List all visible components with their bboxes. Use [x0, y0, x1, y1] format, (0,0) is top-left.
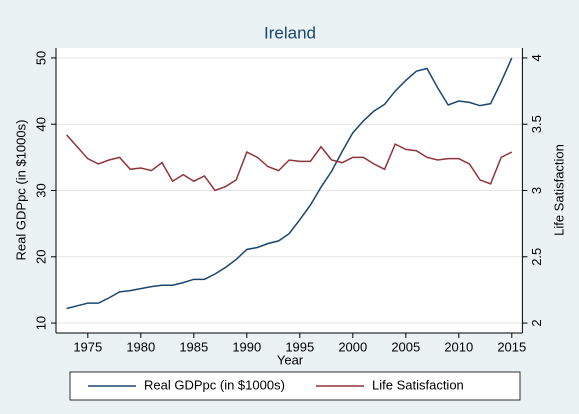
y2-tick-label: 4 — [529, 54, 544, 61]
y2-tick-label: 2.5 — [529, 248, 544, 266]
series-line — [66, 57, 513, 310]
series-line — [66, 134, 513, 192]
y-tick-label: 10 — [33, 316, 48, 330]
y-tick-label: 50 — [33, 51, 48, 65]
legend-label: Life Satisfaction — [372, 377, 464, 392]
y2-tick-label: 3 — [529, 187, 544, 194]
legend-label: Real GDPpc (in $1000s) — [144, 377, 285, 392]
x-tick-label: 1995 — [285, 339, 314, 354]
x-tick-label: 2000 — [338, 339, 367, 354]
y-axis-label: Real GDPpc (in $1000s) — [13, 120, 28, 261]
y2-tick-label: 2 — [529, 319, 544, 326]
x-tick-label: 2005 — [391, 339, 420, 354]
chart-title: Ireland — [264, 23, 316, 42]
x-tick-label: 1990 — [232, 339, 261, 354]
x-tick-label: 1975 — [73, 339, 102, 354]
x-tick-label: 2010 — [444, 339, 473, 354]
x-axis-label: Year — [277, 352, 304, 367]
y2-tick-label: 3.5 — [529, 115, 544, 133]
x-tick-label: 1985 — [179, 339, 208, 354]
y-tick-label: 40 — [33, 117, 48, 131]
y-tick-label: 30 — [33, 183, 48, 197]
x-tick-label: 1980 — [126, 339, 155, 354]
legend — [69, 371, 521, 401]
x-tick-label: 2015 — [497, 339, 526, 354]
y2-axis-label: Life Satisfaction — [551, 144, 566, 236]
y-tick-label: 20 — [33, 250, 48, 264]
